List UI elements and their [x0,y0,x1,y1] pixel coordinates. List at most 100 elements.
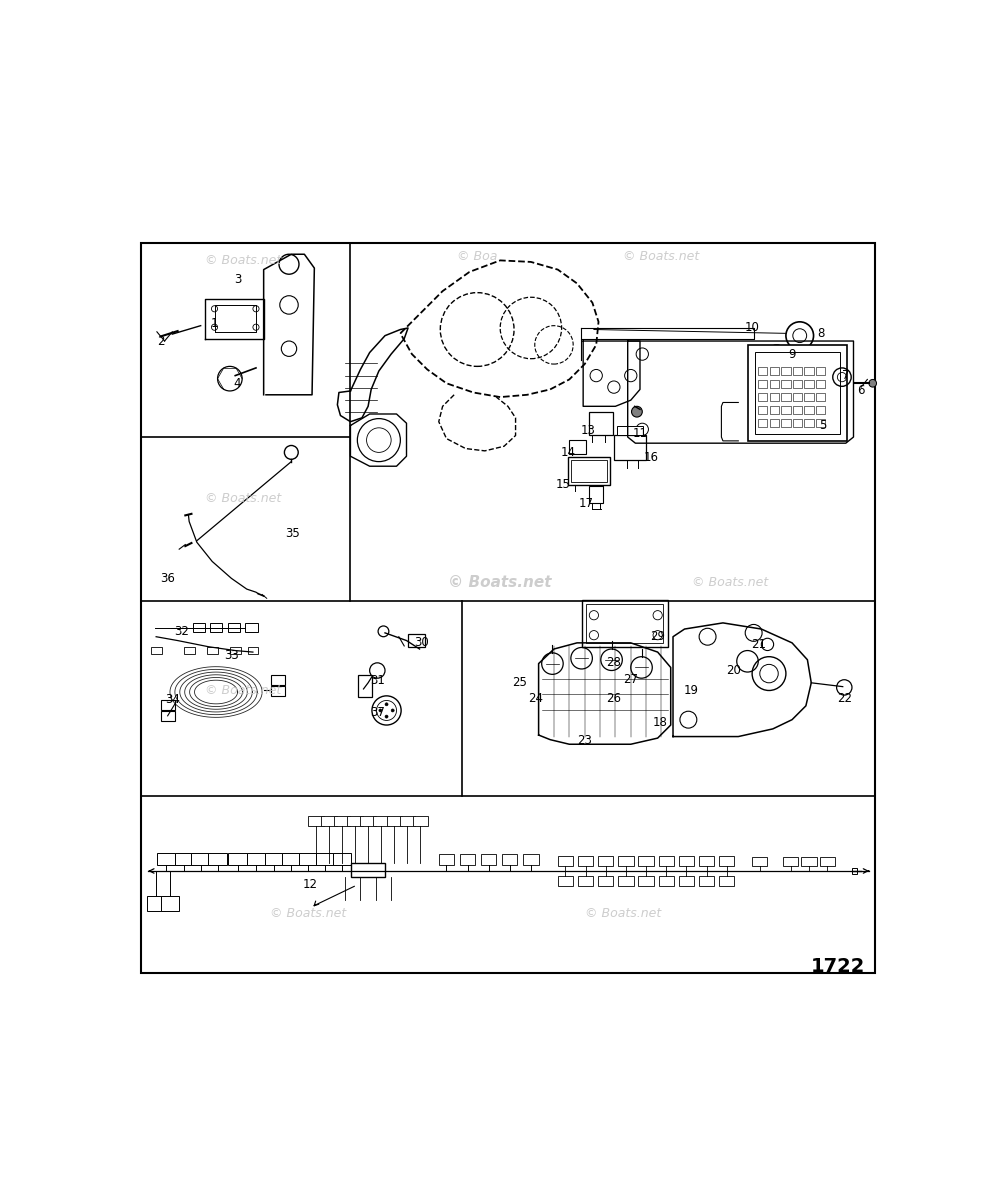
Bar [247,852,266,865]
Text: 28: 28 [606,656,621,670]
Bar [333,852,351,865]
Bar [758,367,767,374]
Bar [412,816,428,827]
Bar [679,857,694,866]
Bar [502,854,517,865]
Circle shape [631,407,642,418]
Bar [781,394,791,401]
Bar [679,876,694,886]
Text: 13: 13 [581,425,596,437]
Bar [820,857,835,866]
Text: 24: 24 [528,691,543,704]
Text: 35: 35 [285,527,300,540]
Text: 1722: 1722 [811,958,865,977]
Bar [439,854,454,865]
Bar [793,419,802,427]
Bar [351,863,385,877]
Text: 19: 19 [683,684,699,697]
Bar [399,816,415,827]
Bar [781,419,791,427]
Bar [719,876,734,886]
Bar [617,426,643,436]
Bar [228,852,247,865]
Text: 21: 21 [751,638,766,650]
Bar [151,647,162,654]
Bar [659,876,674,886]
Bar [699,857,715,866]
Text: 31: 31 [370,674,385,686]
Bar [770,419,779,427]
Bar [191,852,210,865]
Bar [816,407,826,414]
Text: 30: 30 [414,636,429,648]
Circle shape [379,709,382,712]
Bar [245,623,258,632]
Text: © Boats.net: © Boats.net [693,576,769,589]
Bar [781,380,791,388]
Text: © Boats.net: © Boats.net [623,250,700,263]
Bar [157,852,175,865]
Bar [571,460,606,481]
Bar [599,857,613,866]
Bar [618,876,633,886]
Bar [793,407,802,414]
Bar [638,876,654,886]
Bar [781,367,791,374]
Text: 33: 33 [224,649,239,661]
Text: 22: 22 [836,691,852,704]
Bar [316,852,334,865]
Bar [282,852,300,865]
Bar [348,816,363,827]
Bar [747,344,847,440]
Bar [334,816,350,827]
Bar [781,407,791,414]
Circle shape [869,379,876,388]
Bar [272,686,285,696]
Text: © Boats.net: © Boats.net [205,492,281,505]
Bar [758,394,767,401]
Bar [618,857,633,866]
Bar [193,623,205,632]
Text: 3: 3 [234,274,241,286]
Bar [816,367,826,374]
Bar [805,407,814,414]
Text: 7: 7 [842,370,849,382]
Text: 37: 37 [370,707,385,719]
Bar [386,816,402,827]
Bar [161,712,174,721]
Text: 1: 1 [211,317,218,330]
Bar [770,394,779,401]
Bar [613,436,646,460]
Text: © Boats.net: © Boats.net [449,576,552,590]
Text: 26: 26 [606,691,621,704]
Bar [590,486,604,503]
Bar [802,857,817,866]
Bar [589,413,613,436]
Text: 23: 23 [577,734,593,746]
Bar [481,854,496,865]
Bar [719,857,734,866]
Bar [587,605,663,643]
Bar [638,857,654,866]
Bar [699,876,715,886]
Bar [230,647,241,654]
Bar [210,623,222,632]
Text: 16: 16 [643,451,658,464]
Text: 6: 6 [857,384,865,397]
Bar [460,854,476,865]
Circle shape [385,715,388,718]
Text: 20: 20 [726,664,741,677]
Bar [816,419,826,427]
Bar [805,394,814,401]
Circle shape [385,703,388,706]
Bar [599,876,613,886]
Text: 27: 27 [623,673,638,686]
Bar [228,623,240,632]
Text: © Boats.net: © Boats.net [271,907,346,919]
Bar [147,895,165,911]
Text: 34: 34 [165,694,180,706]
Bar [793,380,802,388]
Bar [208,852,227,865]
Bar [793,367,802,374]
Bar [752,857,767,866]
